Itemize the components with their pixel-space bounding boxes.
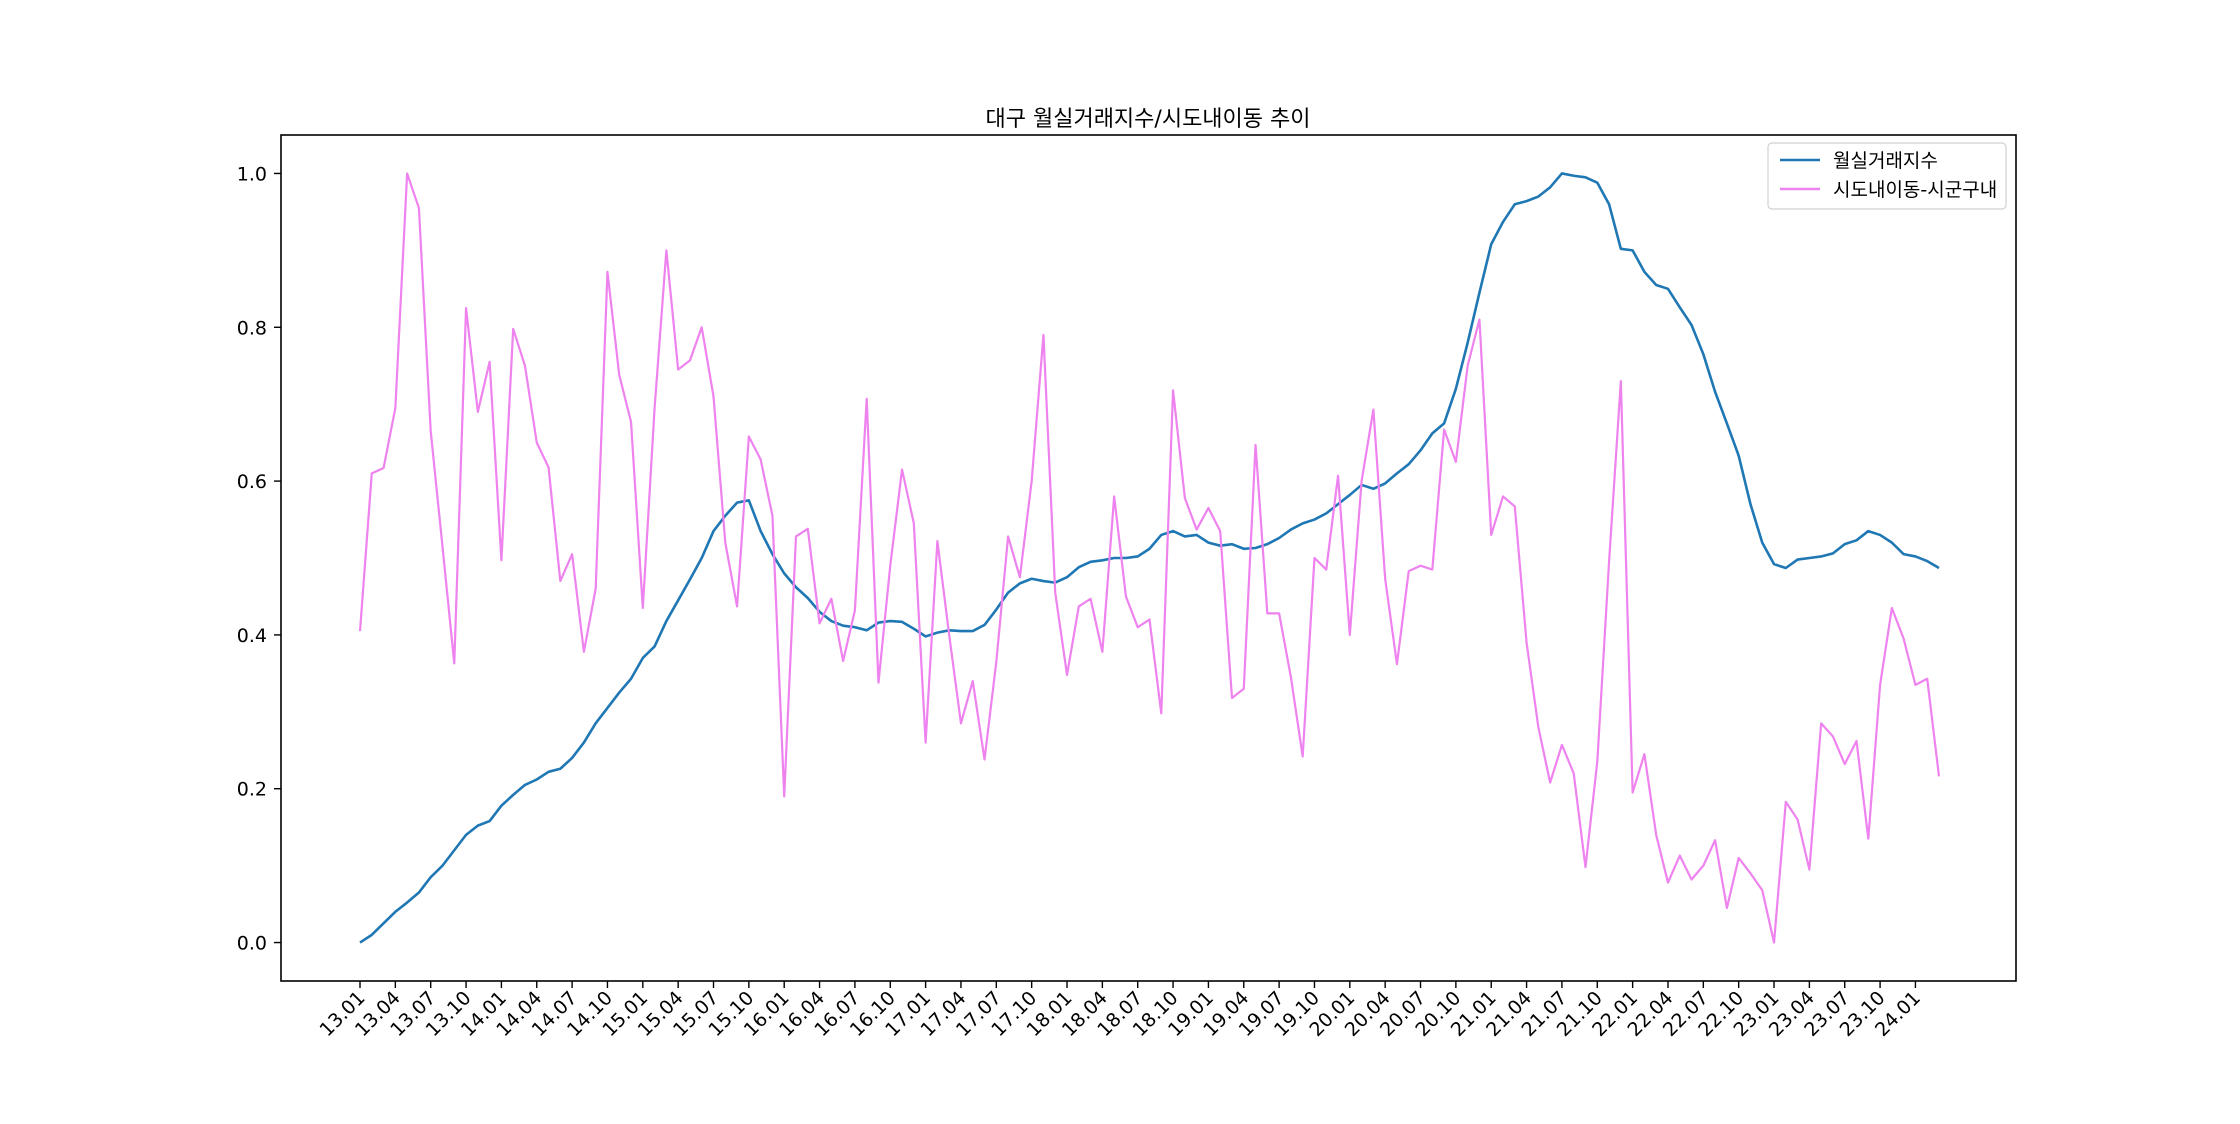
series-layer [358,172,1941,944]
y-tick-label: 0.0 [237,933,267,955]
legend-label-월실거래지수: 월실거래지수 [1833,150,1938,172]
chart-title: 대구 월실거래지수/시도내이동 추이 [986,107,1311,132]
series-line-시도내이동-시군구내 [358,172,1941,944]
series-line-월실거래지수 [359,172,1940,944]
plot-area-frame [280,134,2017,982]
legend-box [1767,142,2007,210]
x-axis: 13.0113.0413.0713.1014.0114.0414.0714.10… [316,981,1925,1041]
y-tick-label: 0.8 [237,317,267,339]
legend-label-시도내이동: 시도내이동-시군구내 [1833,179,1997,201]
y-tick-label: 0.2 [237,779,267,801]
y-tick-label: 0.6 [237,471,267,493]
y-tick-label: 0.4 [237,625,267,647]
y-axis: 0.0 0.2 0.4 0.6 0.8 1.0 [237,163,281,955]
y-tick-label: 1.0 [237,163,267,185]
legend: 월실거래지수 시도내이동-시군구내 [1767,142,2007,210]
